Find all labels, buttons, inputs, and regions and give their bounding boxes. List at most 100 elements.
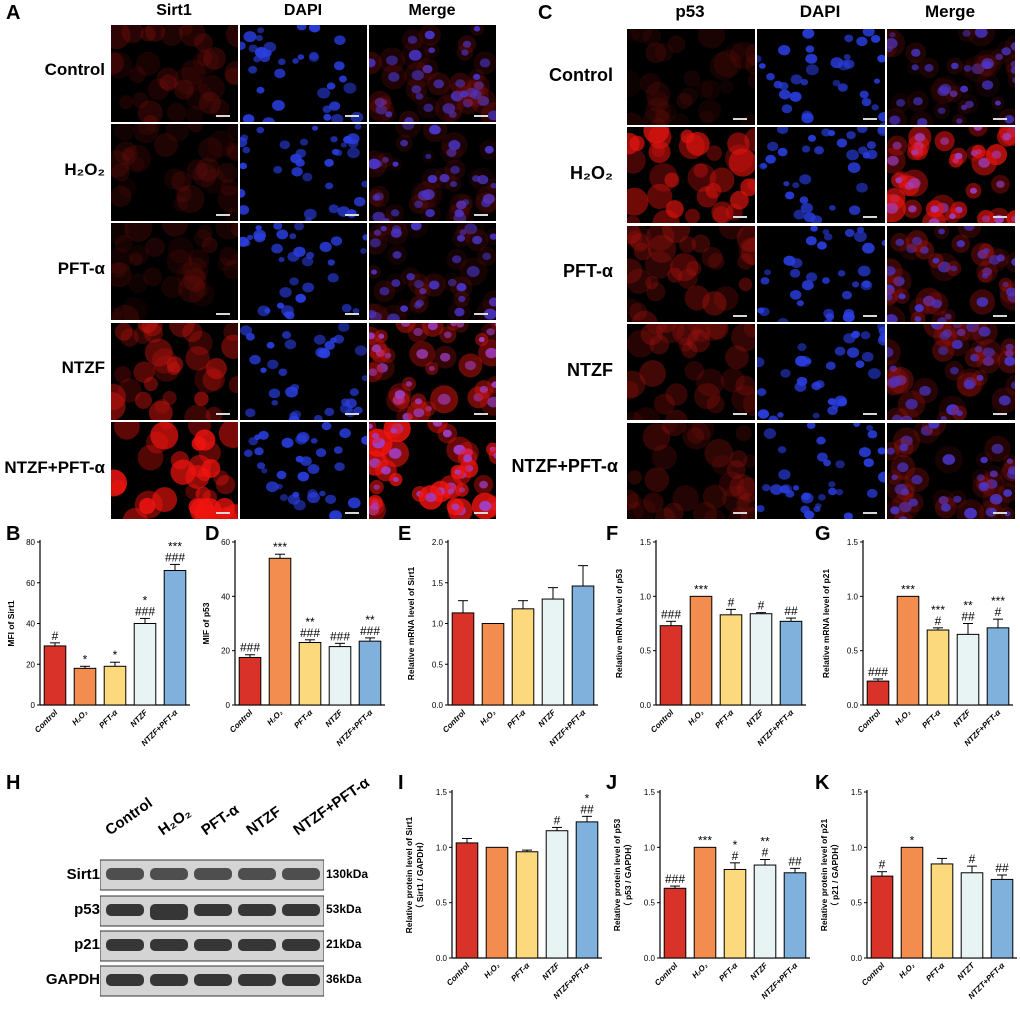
y-axis-label: MFI of Sirt1 <box>6 600 16 647</box>
panel-c-row-ntzf: NTZF <box>567 360 613 380</box>
category-label: NTZT <box>956 960 978 982</box>
significance-mark: * <box>910 833 915 847</box>
blot-lane-control: Control <box>102 794 156 839</box>
panel-c-image-r1-c2 <box>886 126 1016 225</box>
y-tick-label: 60 <box>26 579 35 588</box>
significance-mark: ### <box>135 604 155 618</box>
panel-a-image-r2-c2 <box>368 222 497 322</box>
bar-4 <box>990 878 1014 959</box>
significance-mark: # <box>554 813 561 827</box>
bar-4 <box>986 627 1010 706</box>
category-label: NTZF <box>129 707 151 729</box>
category-label: NTZF <box>749 960 771 982</box>
panel-c-image-r4-c1 <box>756 421 886 520</box>
panel-a-image-r2-c0 <box>110 222 239 322</box>
panel-a-image-r4-c2 <box>368 420 497 520</box>
y-tick-label: 0.0 <box>644 954 656 963</box>
blot-lane-pft: PFT-α <box>198 801 243 839</box>
bar-0 <box>870 875 894 959</box>
panel-a-image-r3-c0 <box>110 321 239 421</box>
y-tick-label: 0.5 <box>851 899 863 908</box>
category-label: PFT-α <box>509 960 532 983</box>
blot-band <box>106 939 144 951</box>
blot-kda-gapdh: 36kDa <box>326 972 362 986</box>
bar-0 <box>663 887 687 959</box>
significance-mark: ### <box>868 665 888 679</box>
significance-mark: ### <box>330 629 350 643</box>
bar-1 <box>693 846 717 959</box>
category-label: NTZF <box>952 707 974 729</box>
significance-mark: *** <box>273 540 287 554</box>
significance-mark: # <box>969 852 976 866</box>
panel-a-row-pft: PFT-α <box>57 259 105 278</box>
panel-a-image-r3-c2 <box>368 321 497 421</box>
y-tick-label: 1.5 <box>436 788 448 797</box>
panel-c-row-h2o2: H₂O₂ <box>570 163 613 183</box>
blot-band <box>238 939 276 951</box>
y-tick-label: 1.5 <box>640 538 652 547</box>
chart-k-p21-protein: 0.0 0.5 1.0 1.5 Relative protein level of p2… <box>819 788 1017 1001</box>
category-label: NTZF <box>537 707 559 729</box>
panel-c-col-p53: p53 <box>675 2 705 21</box>
y-tick-label: 0.0 <box>436 954 448 963</box>
y-tick-label: 1.5 <box>432 579 444 588</box>
panel-label-a: A <box>6 2 21 24</box>
blot-band <box>194 904 232 916</box>
category-label: H₂O₂ <box>690 961 709 980</box>
blot-band <box>238 868 276 880</box>
significance-mark: # <box>935 614 942 628</box>
y-tick-label: 1.5 <box>851 788 863 797</box>
category-label: Control <box>653 961 680 988</box>
y-tick-label: 0.0 <box>847 701 859 710</box>
panel-a-row-control: Control <box>44 60 105 79</box>
category-label: Control <box>649 708 676 735</box>
bar-3 <box>541 598 565 706</box>
y-tick-label: 0.5 <box>432 660 444 669</box>
panel-c-row-control: Control <box>549 65 613 85</box>
bar-2 <box>719 614 743 706</box>
bar-4 <box>163 570 187 706</box>
significance-mark: ## <box>961 610 975 624</box>
y-tick-label: 40 <box>221 592 230 601</box>
panel-c-col-dapi: DAPI <box>799 2 841 21</box>
category-label: PFT-α <box>920 707 943 730</box>
panel-label-b: B <box>6 523 21 545</box>
bar-3 <box>960 872 984 959</box>
chart-e-sirt1-mrna: 0.0 0.5 1.0 1.5 2.0 Relative mRNA level of Si… <box>406 538 598 748</box>
blot-lane-ntzf-pft: NTZF+PFT-α <box>290 774 373 839</box>
category-label: PFT-α <box>505 707 528 730</box>
blot-lane-h2o2: H₂O₂ <box>155 804 195 839</box>
panel-a-image-r0-c0 <box>110 24 239 123</box>
category-label: H₂O₂ <box>893 708 912 727</box>
panel-c-image-r3-c0 <box>626 323 756 422</box>
bar-1 <box>485 846 509 959</box>
category-label: H₂O₂ <box>70 708 89 727</box>
y-axis-label: Relative protein level of p53 <box>612 819 622 932</box>
blot-band <box>282 868 320 880</box>
significance-mark: # <box>995 605 1002 619</box>
panel-label-f: F <box>606 523 619 545</box>
bar-1 <box>268 557 292 706</box>
category-label: H₂O₂ <box>686 708 705 727</box>
bar-2 <box>103 665 127 706</box>
panel-a-row-h2o2: H₂O₂ <box>64 160 105 179</box>
y-tick-label: 0 <box>31 701 36 710</box>
y-tick-label: 1.0 <box>847 592 859 601</box>
y-tick-label: 20 <box>26 660 35 669</box>
bar-1 <box>73 667 97 706</box>
blot-band <box>282 939 320 951</box>
blot-band <box>194 939 232 951</box>
y-axis-label: Relative mRNA level of Sirt1 <box>406 566 416 680</box>
significance-mark: *** <box>901 582 915 596</box>
bar-2 <box>930 863 954 959</box>
panel-label-k: K <box>815 772 830 794</box>
panel-c-row-ntzf-pft: NTZF+PFT-α <box>511 456 618 476</box>
y-tick-label: 80 <box>26 538 35 547</box>
significance-mark: ** <box>963 599 973 613</box>
significance-mark: * <box>83 652 88 666</box>
y-tick-label: 0.5 <box>436 899 448 908</box>
blot-label-sirt1: Sirt1 <box>66 866 100 883</box>
category-label: H₂O₂ <box>897 961 916 980</box>
y-tick-label: 0.0 <box>640 701 652 710</box>
